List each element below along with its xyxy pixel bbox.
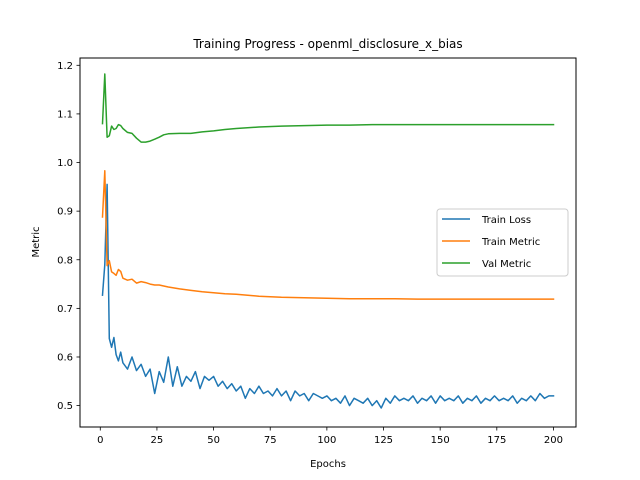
y-tick-label: 0.7	[57, 304, 73, 315]
plot-lines	[101, 73, 555, 409]
y-tick-label: 1.0	[57, 158, 73, 169]
series-line-1	[101, 170, 555, 300]
x-tick-label: 100	[317, 435, 336, 446]
x-tick-label: 75	[264, 435, 277, 446]
x-tick-label: 200	[544, 435, 563, 446]
y-tick-label: 1.1	[57, 109, 73, 120]
x-axis-ticks: 0 25 50 75 100 125 150 175 200	[97, 427, 563, 446]
x-tick-label: 175	[487, 435, 506, 446]
x-tick-label: 125	[374, 435, 393, 446]
y-tick-label: 0.5	[57, 401, 73, 412]
x-axis-label: Epochs	[310, 459, 346, 470]
y-tick-label: 0.6	[57, 352, 73, 363]
legend-label-1: Train Metric	[481, 237, 540, 248]
legend-label-0: Train Loss	[481, 215, 531, 226]
x-tick-label: 0	[97, 435, 103, 446]
legend-label-2: Val Metric	[482, 259, 531, 270]
x-tick-label: 150	[431, 435, 450, 446]
y-tick-label: 1.2	[57, 61, 73, 72]
series-line-2	[101, 73, 555, 143]
y-axis-ticks: 0.5 0.6 0.7 0.8 0.9 1.0 1.1 1.2	[57, 61, 80, 412]
x-tick-label: 25	[151, 435, 164, 446]
y-tick-label: 0.8	[57, 255, 73, 266]
y-tick-label: 0.9	[57, 207, 73, 218]
y-axis-label: Metric	[31, 226, 42, 257]
chart-title: Training Progress - openml_disclosure_x_…	[192, 37, 462, 51]
x-tick-label: 50	[207, 435, 220, 446]
legend-box	[436, 208, 569, 277]
plot-frame	[79, 57, 577, 428]
series-line-0	[101, 183, 555, 409]
legend: Train Loss Train Metric Val Metric	[436, 208, 569, 277]
